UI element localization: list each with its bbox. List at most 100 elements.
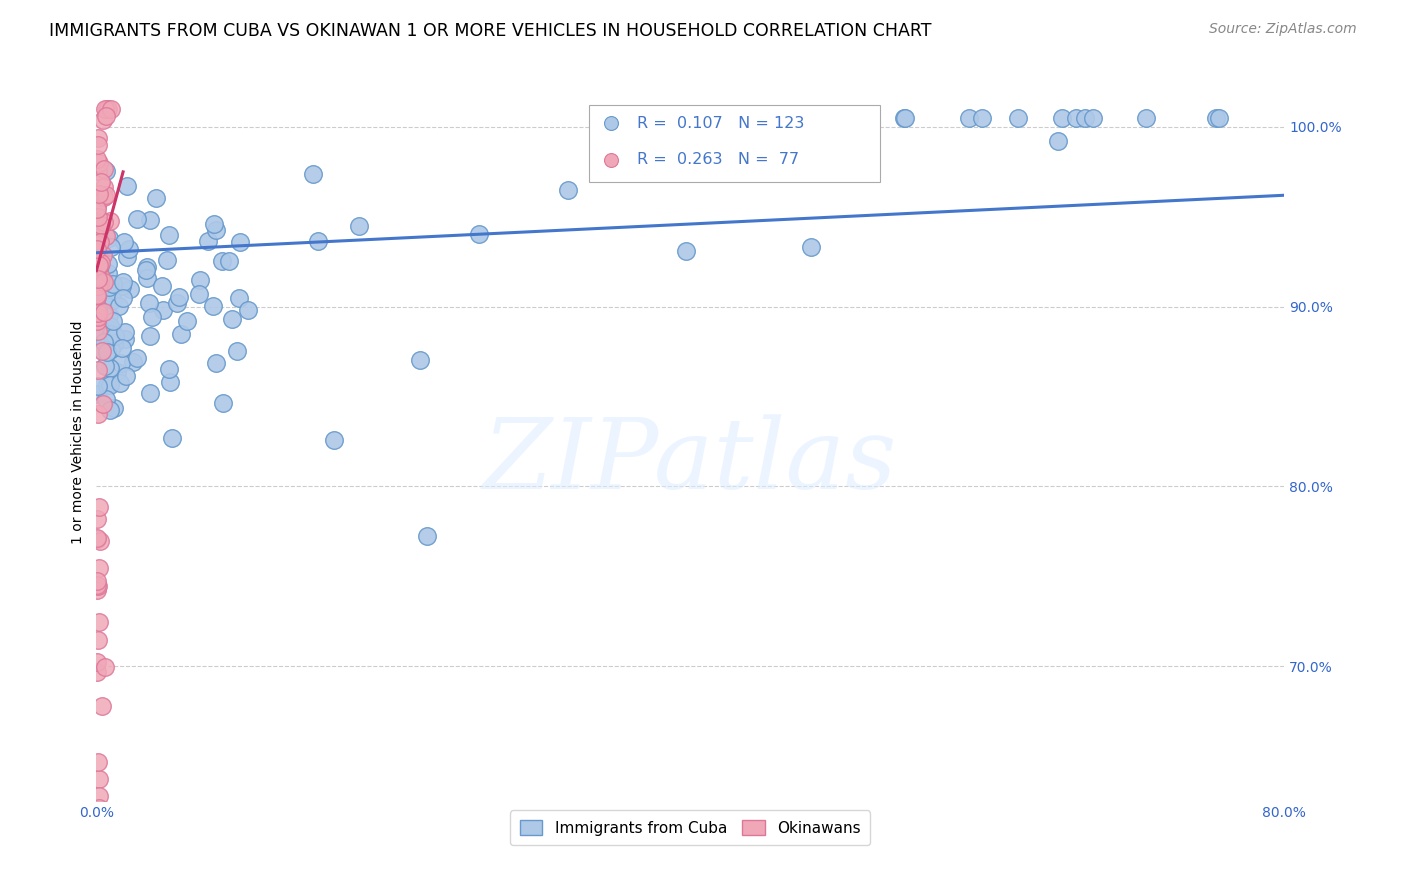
Point: [86, 290, 108, 304]
Point: [202, 299, 225, 313]
Point: [636, 140, 658, 154]
Point: [91, 271, 114, 285]
Point: [89, 500, 111, 514]
Point: [138, 385, 160, 400]
Point: [111, 275, 134, 289]
Y-axis label: 1 or more Vehicles in Household: 1 or more Vehicles in Household: [72, 321, 86, 544]
Point: [162, 431, 184, 445]
Point: [86, 532, 108, 546]
Point: [103, 337, 125, 351]
Point: [86, 196, 108, 211]
Point: [86, 236, 108, 251]
Point: [86, 287, 108, 301]
Point: [97, 231, 120, 245]
Point: [136, 260, 159, 275]
Point: [97, 102, 120, 116]
Point: [90, 323, 112, 337]
Point: [307, 235, 329, 249]
Point: [93, 265, 115, 279]
Point: [98, 319, 121, 334]
Point: [87, 301, 110, 315]
Point: [96, 102, 118, 116]
Point: [1050, 111, 1073, 125]
Point: [86, 199, 108, 213]
Point: [98, 377, 121, 392]
Point: [141, 310, 163, 324]
Point: [89, 155, 111, 169]
Point: [197, 235, 219, 249]
Point: [87, 789, 110, 804]
Point: [100, 361, 122, 376]
Point: [87, 250, 110, 264]
Point: [101, 323, 124, 337]
Point: [87, 615, 110, 630]
Point: [1208, 111, 1230, 125]
Point: [93, 305, 115, 319]
FancyBboxPatch shape: [589, 104, 880, 182]
Point: [1135, 111, 1157, 125]
Point: [89, 326, 111, 340]
Point: [97, 257, 120, 271]
Point: [104, 329, 127, 343]
Point: [118, 242, 141, 256]
Point: [87, 287, 110, 301]
Point: [90, 269, 112, 284]
Point: [100, 102, 122, 116]
Point: [86, 512, 108, 526]
Point: [170, 326, 193, 341]
Point: [229, 235, 252, 249]
Point: [157, 227, 180, 242]
Point: [105, 364, 128, 378]
Point: [970, 111, 993, 125]
Point: [1007, 111, 1029, 125]
Point: [94, 102, 117, 116]
Point: [89, 534, 111, 549]
Point: [87, 408, 110, 422]
Point: [103, 401, 125, 416]
Point: [91, 699, 114, 714]
Point: [90, 218, 112, 232]
Point: [93, 215, 115, 229]
Point: [86, 310, 108, 324]
Point: [893, 111, 915, 125]
Point: [96, 344, 118, 359]
Point: [86, 574, 108, 588]
Point: [114, 325, 136, 339]
Point: [117, 250, 139, 264]
Point: [87, 236, 110, 251]
Point: [349, 219, 371, 234]
Point: [90, 175, 112, 189]
Point: [323, 433, 346, 447]
Point: [86, 202, 108, 216]
Point: [139, 213, 162, 227]
Point: [86, 655, 108, 669]
Point: [89, 221, 111, 235]
Point: [100, 239, 122, 253]
Point: [96, 228, 118, 243]
Point: [689, 111, 711, 125]
Point: [89, 801, 111, 815]
Point: [87, 387, 110, 401]
Point: [188, 287, 211, 301]
Point: [90, 255, 112, 269]
Point: [93, 359, 115, 373]
Point: [1046, 134, 1069, 148]
Point: [176, 314, 198, 328]
Point: [728, 353, 751, 368]
Point: [100, 342, 122, 356]
Text: ZIPatlas: ZIPatlas: [484, 414, 897, 509]
Point: [218, 253, 240, 268]
Point: [166, 296, 188, 310]
Point: [94, 109, 117, 123]
Point: [205, 355, 228, 369]
Point: [87, 272, 110, 286]
Point: [728, 264, 751, 278]
Point: [762, 111, 785, 125]
Point: [93, 180, 115, 194]
Point: [96, 164, 118, 178]
Point: [228, 291, 250, 305]
Point: [800, 240, 823, 254]
Point: [111, 279, 134, 293]
Point: [627, 111, 650, 125]
Point: [236, 303, 259, 318]
